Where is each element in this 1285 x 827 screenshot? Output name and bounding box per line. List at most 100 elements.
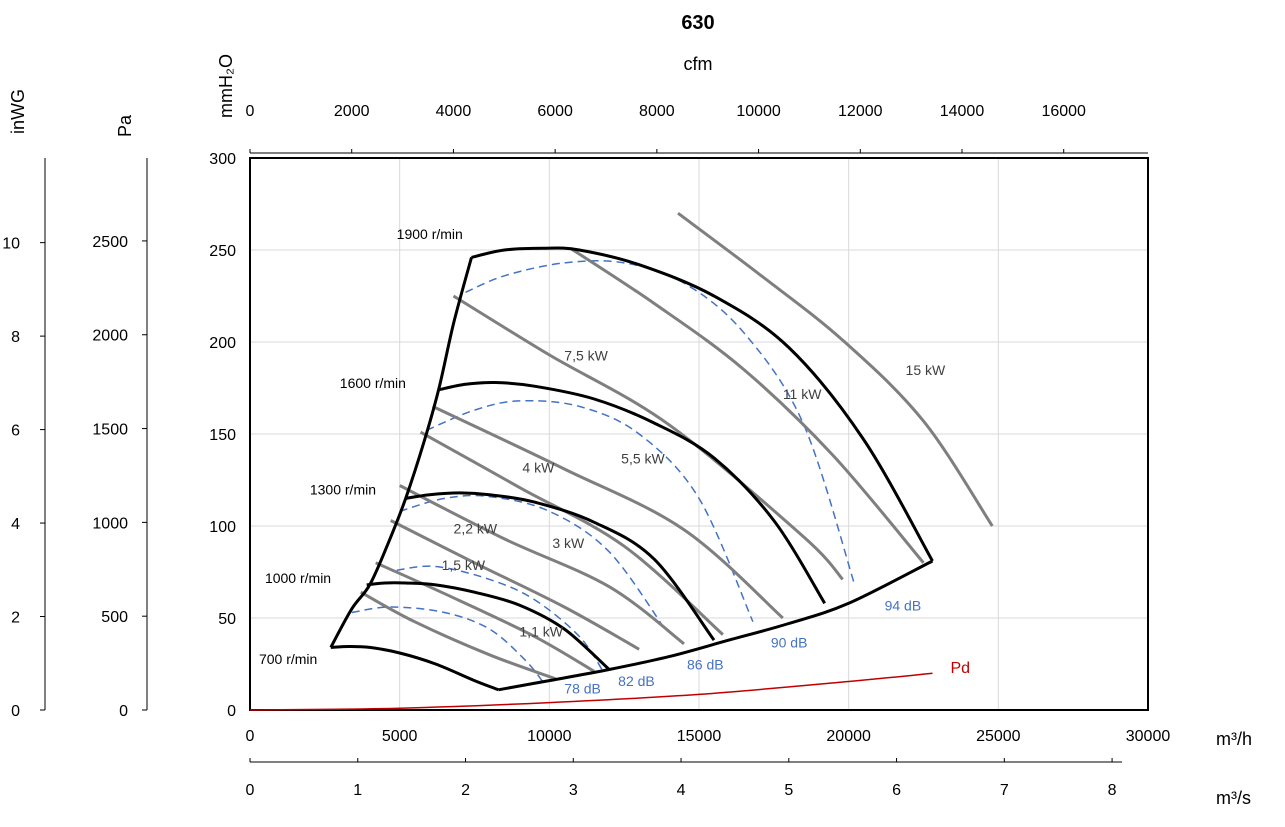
speed-curve-700-r-min [330, 644, 499, 692]
power-label-2-2-kw: 2,2 kW [454, 520, 498, 536]
power-line-7-5-kw [452, 294, 844, 581]
x-tick-label-m3s-0: 0 [246, 782, 255, 799]
speed-label-700-r-min: 700 r/min [259, 651, 317, 667]
power-line-1-5-kw [375, 561, 595, 673]
y-tick-label-pa-1000: 1000 [92, 515, 128, 532]
chart-title: 630 [681, 12, 714, 34]
sound-curve-86-db [399, 494, 667, 632]
x-tick-label-m3s-4: 4 [677, 782, 686, 799]
x-tick-label-m3h-0: 0 [246, 728, 255, 745]
curve-labels-layer: 1900 r/min 1600 r/min 1300 r/min 1000 r/min… [259, 226, 970, 696]
pd-curve-layer [249, 672, 933, 711]
speed-curve-1300-r-min [405, 491, 716, 641]
speed-curve-1600-r-min [438, 380, 826, 605]
inwg-axis-label: inWG [8, 89, 28, 134]
plot-area-border [249, 157, 1149, 711]
x-tick-label-m3h-5000: 5000 [382, 728, 418, 745]
pd-curve [249, 672, 933, 711]
x-tick-label-cfm-14000: 14000 [940, 103, 985, 120]
sound-label-94-db: 94 dB [885, 598, 922, 614]
x-tick-label-m3s-1: 1 [353, 782, 362, 799]
speed-curve-1900-r-min [471, 246, 934, 562]
power-line-11-kw [569, 246, 925, 564]
sound-label-90-db: 90 dB [771, 634, 808, 650]
speed-curves-layer [329, 246, 934, 692]
sound-curve-78-db [351, 606, 544, 683]
x-tick-label-cfm-12000: 12000 [838, 103, 883, 120]
sound-curve-90-db [426, 399, 754, 623]
power-line-5-5-kw [431, 405, 784, 620]
mmh2o-axis-label: mmH₂O [216, 54, 236, 118]
speed-label-1900-r-min: 1900 r/min [397, 226, 463, 242]
y-tick-label-mmh2o-0: 0 [227, 703, 236, 720]
x-tick-label-m3s-6: 6 [892, 782, 901, 799]
cfm-axis-label: cfm [684, 54, 713, 74]
sound-curve-82-db [396, 565, 604, 672]
power-label-15-kw: 15 kW [906, 362, 946, 378]
y-tick-label-pa-0: 0 [119, 703, 128, 720]
y-tick-label-mmh2o-100: 100 [209, 519, 236, 536]
sound-label-82-db: 82 dB [618, 673, 655, 689]
x-tick-label-m3h-25000: 25000 [976, 728, 1021, 745]
y-tick-label-pa-1500: 1500 [92, 422, 128, 439]
y-tick-label-inwg-8: 8 [11, 329, 20, 346]
speed-label-1000-r-min: 1000 r/min [265, 570, 331, 586]
pd-label: Pd [950, 660, 970, 677]
y-tick-label-inwg-4: 4 [11, 516, 20, 533]
y-tick-label-mmh2o-150: 150 [209, 427, 236, 444]
power-label-4-kw: 4 kW [522, 460, 555, 476]
y-tick-label-pa-2500: 2500 [92, 234, 128, 251]
m3h-axis-label: m³/h [1216, 729, 1252, 749]
axes: 0 5000 10000 15000 20000 25000 300000501001502… [2, 103, 1170, 799]
x-tick-label-cfm-0: 0 [246, 103, 255, 120]
power-line-15-kw [677, 211, 994, 527]
power-label-1-5-kw: 1,5 kW [442, 557, 486, 573]
power-label-3-kw: 3 kW [552, 535, 585, 551]
x-tick-label-cfm-8000: 8000 [639, 103, 675, 120]
x-tick-label-m3s-8: 8 [1108, 782, 1117, 799]
x-tick-label-m3h-20000: 20000 [826, 728, 871, 745]
x-tick-label-m3h-15000: 15000 [677, 728, 722, 745]
x-tick-label-cfm-10000: 10000 [736, 103, 781, 120]
x-tick-label-m3h-30000: 30000 [1126, 728, 1171, 745]
power-label-1-1-kw: 1,1 kW [519, 623, 563, 639]
power-line-3-kw [399, 484, 685, 645]
speed-label-1300-r-min: 1300 r/min [310, 482, 376, 498]
x-tick-label-m3h-10000: 10000 [527, 728, 572, 745]
gridlines [250, 158, 1148, 710]
sound-label-78-db: 78 dB [564, 680, 601, 696]
y-tick-label-mmh2o-50: 50 [218, 611, 236, 628]
sound-label-86-db: 86 dB [687, 657, 724, 673]
y-tick-label-inwg-0: 0 [11, 703, 20, 720]
sound-curves-layer [351, 260, 856, 683]
x-tick-label-cfm-6000: 6000 [537, 103, 573, 120]
x-tick-label-m3s-7: 7 [1000, 782, 1009, 799]
pa-axis-label: Pa [115, 114, 135, 137]
power-label-7-5-kw: 7,5 kW [564, 347, 608, 363]
power-lines-layer [360, 211, 994, 681]
y-tick-label-inwg-2: 2 [11, 610, 20, 627]
power-line-1-1-kw [360, 590, 556, 681]
y-tick-label-mmh2o-250: 250 [209, 243, 236, 260]
x-tick-label-m3s-5: 5 [784, 782, 793, 799]
y-tick-label-pa-500: 500 [101, 609, 128, 626]
x-tick-label-m3s-2: 2 [461, 782, 470, 799]
y-tick-label-inwg-10: 10 [2, 236, 20, 253]
power-line-2-2-kw [390, 519, 640, 651]
y-tick-label-inwg-6: 6 [11, 423, 20, 440]
speed-curve-1000-r-min [366, 581, 611, 671]
power-label-5-5-kw: 5,5 kW [621, 450, 665, 466]
x-tick-label-m3s-3: 3 [569, 782, 578, 799]
speed-label-1600-r-min: 1600 r/min [340, 375, 406, 391]
y-tick-label-mmh2o-200: 200 [209, 335, 236, 352]
x-tick-label-cfm-4000: 4000 [436, 103, 472, 120]
m3s-axis-label: m³/s [1216, 788, 1251, 808]
y-tick-label-mmh2o-300: 300 [209, 151, 236, 168]
power-label-11-kw: 11 kW [783, 386, 822, 402]
envelope-left-boundary [329, 257, 473, 649]
x-tick-label-cfm-16000: 16000 [1041, 103, 1086, 120]
y-tick-label-pa-2000: 2000 [92, 328, 128, 345]
x-tick-label-cfm-2000: 2000 [334, 103, 370, 120]
envelope-right-boundary [498, 559, 934, 692]
